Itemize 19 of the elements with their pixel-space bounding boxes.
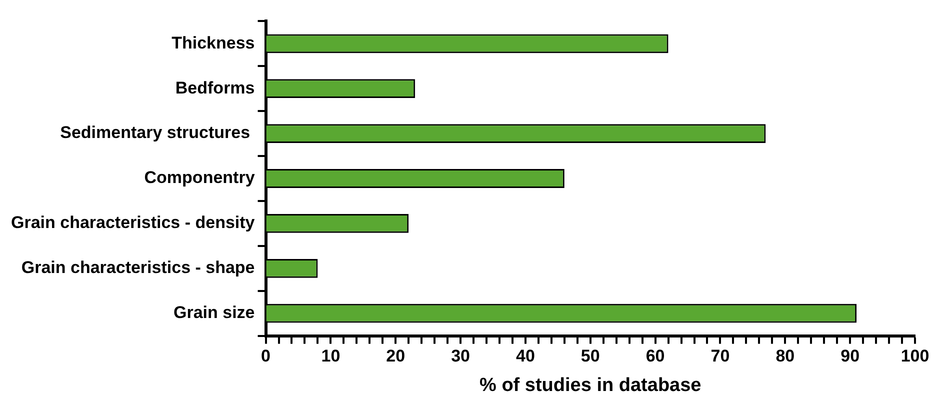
x-axis-title: % of studies in database [480, 374, 702, 396]
x-tick-label: 30 [451, 346, 470, 366]
x-tick-label: 70 [710, 346, 730, 366]
x-tick-label: 80 [776, 346, 795, 366]
y-tick-label: Bedforms [175, 78, 255, 98]
y-tick-label: Grain characteristics - shape [21, 258, 255, 278]
y-tick-label: Componentry [144, 168, 256, 188]
y-tick-label: Grain characteristics - density [10, 213, 256, 232]
x-tick-label: 90 [840, 346, 860, 366]
x-tick-label: 20 [386, 346, 406, 366]
y-tick-label: Thickness [172, 33, 255, 52]
x-tick-label: 40 [516, 346, 535, 366]
x-tick-label: 100 [900, 346, 930, 366]
x-tick-label: 0 [261, 346, 271, 366]
y-tick-label: Grain size [174, 303, 255, 322]
x-tick-label: 50 [580, 346, 600, 366]
x-tick-label: 10 [321, 346, 340, 366]
y-tick-label: Sedimentary structures [60, 123, 255, 142]
x-tick-label: 60 [646, 346, 665, 366]
